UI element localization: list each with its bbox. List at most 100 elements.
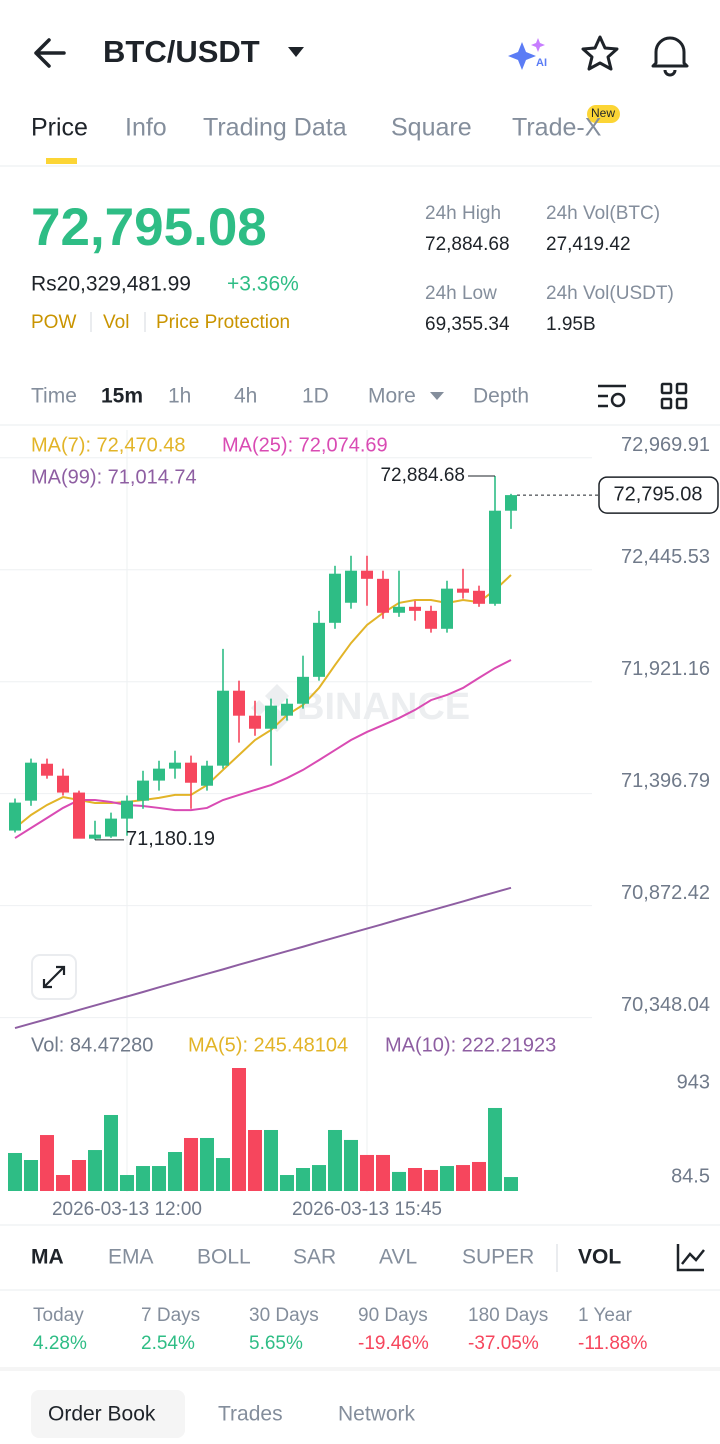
candle-body: [377, 578, 389, 613]
x-tick-label: 2026-03-13 12:00: [52, 1199, 202, 1220]
local-price: Rs20,329,481.99: [31, 273, 191, 296]
indicator-tab[interactable]: AVL: [379, 1246, 417, 1269]
x-tick-label: 2026-03-13 15:45: [292, 1199, 442, 1220]
candle-body: [153, 768, 165, 781]
more-dropdown[interactable]: [430, 392, 444, 400]
stat-label: 24h High: [425, 203, 501, 224]
tab[interactable]: Trading Data: [203, 114, 347, 142]
volume-bar: [8, 1152, 22, 1191]
performance-value: 4.28%: [33, 1333, 87, 1354]
indicator-tab[interactable]: SUPER: [462, 1246, 534, 1269]
tab[interactable]: Square: [391, 114, 472, 142]
indicator-tab[interactable]: VOL: [578, 1246, 621, 1269]
new-badge-text: New: [591, 106, 615, 120]
ticker-tag[interactable]: Price Protection: [156, 312, 290, 333]
indicator-settings-button[interactable]: [676, 1244, 705, 1272]
volume-bar: [120, 1175, 134, 1191]
ticker-tag[interactable]: Vol: [103, 312, 129, 333]
stat-value: 27,419.42: [546, 234, 631, 255]
pair-title[interactable]: BTC/USDT: [103, 34, 260, 69]
new-badge: [587, 105, 620, 123]
volume-bar: [424, 1169, 438, 1191]
ma-line: [14, 574, 512, 829]
volume-bar: [40, 1135, 54, 1191]
indicator-tab[interactable]: SAR: [293, 1246, 336, 1269]
volume-bar: [328, 1129, 342, 1191]
candle-body: [393, 606, 405, 613]
volume-bar: [344, 1139, 358, 1191]
volume-bar: [360, 1154, 374, 1191]
performance-label: 90 Days: [358, 1305, 428, 1326]
y-tick-label: 72,969.91: [621, 434, 710, 456]
performance-value: 2.54%: [141, 1333, 195, 1354]
candle-body: [361, 570, 373, 579]
favorite-button[interactable]: [581, 35, 619, 71]
timeframe[interactable]: More: [368, 385, 416, 408]
legend-entry: MA(99): 71,014.74: [31, 466, 197, 488]
volume-tick-label: 84.5: [671, 1165, 710, 1187]
bottom-tab[interactable]: Order Book: [48, 1403, 156, 1426]
layout-button[interactable]: [660, 382, 688, 410]
active-tab-bg: [31, 1390, 185, 1438]
timeframe[interactable]: 1h: [168, 385, 191, 408]
tab[interactable]: Info: [125, 114, 167, 142]
legend-entry: MA(25): 72,074.69: [222, 434, 388, 456]
bottom-tab[interactable]: Network: [338, 1403, 416, 1426]
stat-label: 24h Vol(USDT): [546, 283, 674, 304]
y-tick-label: 72,445.53: [621, 546, 710, 568]
candle-body: [201, 765, 213, 786]
alert-button[interactable]: [651, 36, 689, 77]
performance-label: 30 Days: [249, 1305, 319, 1326]
timeframe[interactable]: 1D: [302, 385, 329, 408]
volume-bar: [456, 1165, 470, 1191]
chart-settings-button[interactable]: [598, 384, 626, 408]
candle-body: [473, 590, 485, 604]
fullscreen-button[interactable]: [31, 954, 77, 1000]
candle-body: [489, 510, 501, 604]
volume-bar: [376, 1154, 390, 1191]
volume-bar: [136, 1166, 150, 1191]
volume-bar: [472, 1161, 486, 1191]
last-price-label: 72,795.08: [614, 483, 703, 505]
ma-line: [14, 886, 512, 1030]
stat-value: 1.95B: [546, 314, 596, 335]
candle-body: [137, 780, 149, 801]
stat-label: 24h Low: [425, 283, 497, 304]
volume-bar: [232, 1068, 246, 1191]
svg-text:AI: AI: [536, 57, 547, 69]
timeframe[interactable]: 4h: [234, 385, 257, 408]
volume-bar: [264, 1129, 278, 1191]
ticker-tag[interactable]: POW: [31, 312, 76, 333]
tab[interactable]: Price: [31, 114, 88, 142]
performance-value: -19.46%: [358, 1333, 429, 1354]
volume-bar: [296, 1167, 310, 1191]
candle-body: [185, 762, 197, 783]
volume-legend: MA(5): 245.48104: [188, 1034, 348, 1056]
back-button[interactable]: [34, 38, 66, 68]
timeframe[interactable]: 15m: [101, 385, 143, 408]
volume-bar: [24, 1160, 38, 1191]
candle-body: [409, 606, 421, 611]
indicator-tab[interactable]: BOLL: [197, 1246, 251, 1269]
candle-body: [249, 715, 261, 729]
indicator-tab[interactable]: EMA: [108, 1246, 154, 1269]
watermark: BINANCE: [297, 686, 470, 728]
volume-bar: [280, 1175, 294, 1191]
stat-value: 69,355.34: [425, 314, 510, 335]
volume-legend: MA(10): 222.21923: [385, 1034, 556, 1056]
ai-button[interactable]: AI: [508, 38, 547, 70]
tab[interactable]: Trade-X: [512, 114, 602, 142]
bottom-tab[interactable]: Trades: [218, 1403, 283, 1426]
volume-bar: [248, 1129, 262, 1191]
candle-body: [169, 762, 181, 769]
timeframe[interactable]: Depth: [473, 385, 529, 408]
performance-label: 1 Year: [578, 1305, 633, 1326]
pair-dropdown[interactable]: [288, 47, 304, 57]
last-price-box: [598, 476, 719, 514]
timeframe[interactable]: Time: [31, 385, 77, 408]
indicator-tab[interactable]: MA: [31, 1246, 64, 1269]
volume-bar: [392, 1171, 406, 1191]
stat-value: 72,884.68: [425, 234, 510, 255]
